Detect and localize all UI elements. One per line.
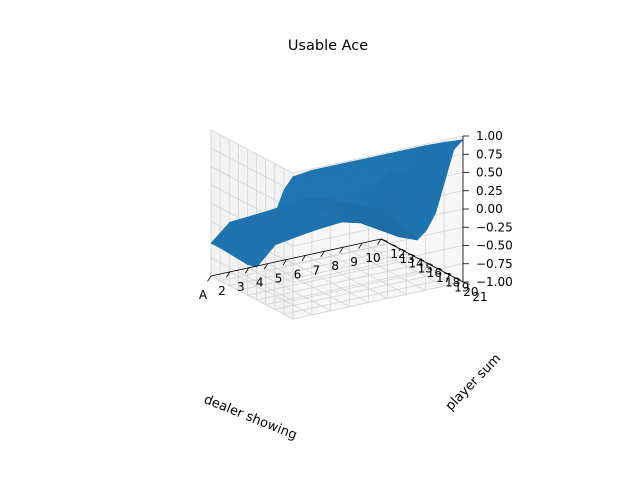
y-axis-label: player sum [443, 351, 504, 414]
gridline [238, 252, 409, 291]
gridline [292, 226, 464, 265]
y-tick-label: 15 [418, 261, 433, 275]
tick-mark [453, 276, 461, 281]
z-tick-label: −0.75 [476, 257, 513, 271]
y-tick-label: 19 [454, 280, 469, 294]
x-axis-label: dealer showing [202, 392, 299, 443]
gridline [229, 248, 400, 286]
y-tick-label: 16 [427, 266, 442, 280]
gridline [210, 275, 294, 320]
x-tick-label: 6 [294, 267, 302, 281]
gridline [229, 271, 313, 316]
tick-mark [358, 242, 363, 249]
x-tick-label: A [199, 288, 208, 302]
tick-mark [389, 243, 397, 247]
tick-mark [377, 238, 382, 245]
x-tick-label: 5 [275, 272, 283, 286]
surface-patch [210, 221, 240, 249]
gridline [324, 250, 407, 295]
gridline [283, 276, 454, 315]
gridline [256, 262, 427, 301]
z-tick-label: 0.00 [476, 202, 503, 216]
x-tick-label: 4 [256, 276, 264, 290]
gridline [220, 243, 391, 282]
gridline [210, 147, 294, 192]
tick-mark [444, 272, 452, 276]
y-tick-label: 18 [445, 276, 460, 290]
tick-mark [417, 257, 425, 261]
tick-mark [282, 259, 287, 266]
y-tick-label: 12 [390, 247, 405, 261]
x-tick-label: 7 [312, 263, 320, 277]
tick-mark [426, 262, 434, 266]
gridline [292, 245, 464, 283]
gridline [305, 255, 388, 299]
gridline [343, 246, 426, 291]
y-tick-label: 13 [399, 252, 414, 266]
gridline [361, 242, 445, 287]
tick-mark [399, 248, 406, 252]
gridline [248, 267, 331, 312]
z-tick-label: 1.00 [476, 129, 503, 143]
tick-mark [380, 238, 388, 242]
x-tick-label: 3 [237, 280, 245, 294]
chart-title: Usable Ace [288, 38, 368, 54]
tick-mark [462, 281, 470, 285]
y-axis-line [380, 238, 464, 283]
y-tick-label: 17 [436, 271, 451, 285]
tick-mark [263, 263, 269, 270]
gridline [267, 263, 350, 308]
z-tick-label: 0.25 [476, 184, 503, 198]
gridline [292, 281, 464, 320]
tick-mark [244, 267, 250, 274]
gridline [247, 257, 418, 296]
tick-mark [435, 267, 443, 271]
gridline [286, 259, 369, 303]
z-tick-label: −0.25 [476, 220, 513, 234]
x-tick-label: 10 [365, 251, 380, 265]
x-tick-label: 9 [350, 255, 358, 269]
y-tick-label: 21 [472, 290, 487, 304]
z-tick-label: 0.75 [476, 147, 503, 161]
y-tick-label: 14 [409, 257, 424, 271]
gridline [292, 135, 464, 174]
tick-mark [301, 255, 306, 262]
z-tick-label: −1.00 [476, 275, 513, 289]
surface-plot [210, 139, 464, 268]
tick-mark [207, 275, 212, 282]
x-axis-line [210, 238, 382, 277]
y-tick-label: 20 [463, 285, 478, 299]
tick-mark [320, 251, 325, 258]
gridline [265, 267, 436, 306]
z-tick-label: 0.50 [476, 166, 503, 180]
gridline [274, 272, 445, 310]
z-tick-label: −0.50 [476, 239, 513, 253]
tick-mark [339, 247, 344, 253]
gridline [210, 129, 294, 174]
x-tick-label: 8 [331, 259, 339, 273]
tick-mark [226, 271, 231, 278]
x-tick-label: 2 [218, 284, 226, 298]
gridline [210, 257, 294, 302]
tick-mark [408, 252, 415, 257]
gridline [292, 263, 464, 302]
